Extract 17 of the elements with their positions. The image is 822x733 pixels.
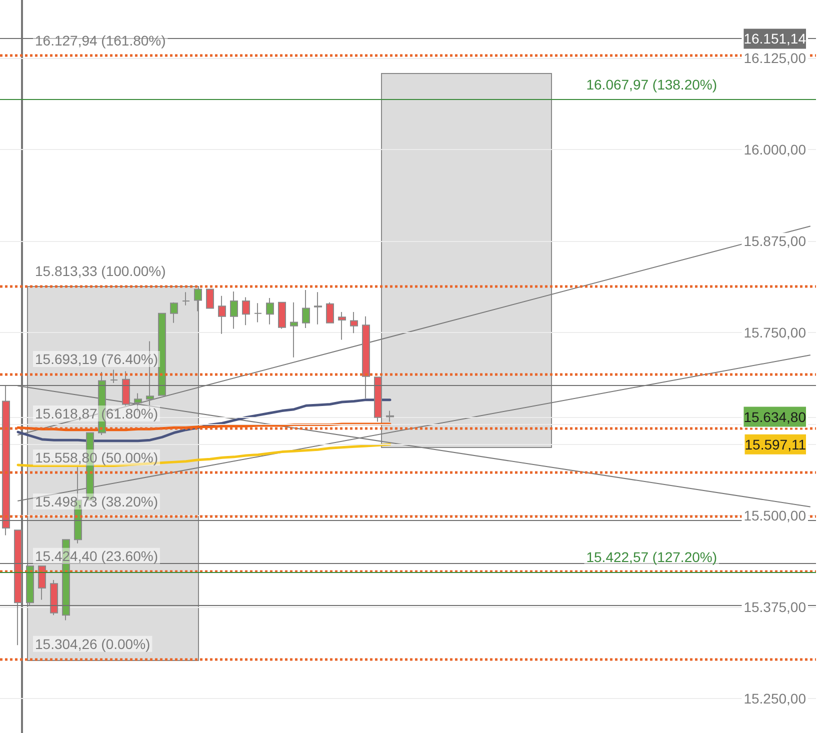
y-tick-label: 16.000,00 bbox=[744, 141, 806, 158]
y-tick-label: 15.375,00 bbox=[744, 599, 806, 616]
y-tick-label: 15.250,00 bbox=[744, 690, 806, 707]
y-tick-label: 15.875,00 bbox=[744, 232, 806, 249]
ref-line-label: 15.498,73 (38.20%) bbox=[35, 493, 158, 510]
y-tick-label: 15.500,00 bbox=[744, 508, 806, 524]
ref-line-label: 15.813,33 (100.00%) bbox=[35, 263, 166, 280]
y-tick-label: 15.597,11 bbox=[744, 436, 806, 452]
ref-line-label: 15.304,26 (0.00%) bbox=[35, 636, 150, 652]
ref-line-label: 15.693,19 (76.40%) bbox=[35, 351, 158, 368]
ref-line-label: 15.422,57 (127.20%) bbox=[586, 549, 717, 566]
y-tick-label: 15.634,80 bbox=[744, 408, 806, 425]
ref-line-label: 16.127,94 (161.80%) bbox=[35, 32, 166, 49]
y-tick-label: 16.151,14 bbox=[744, 30, 806, 47]
y-tick-label: 16.125,00 bbox=[744, 50, 806, 66]
ref-line-label: 16.067,97 (138.20%) bbox=[586, 76, 717, 93]
y-tick-label: 15.750,00 bbox=[744, 324, 806, 340]
